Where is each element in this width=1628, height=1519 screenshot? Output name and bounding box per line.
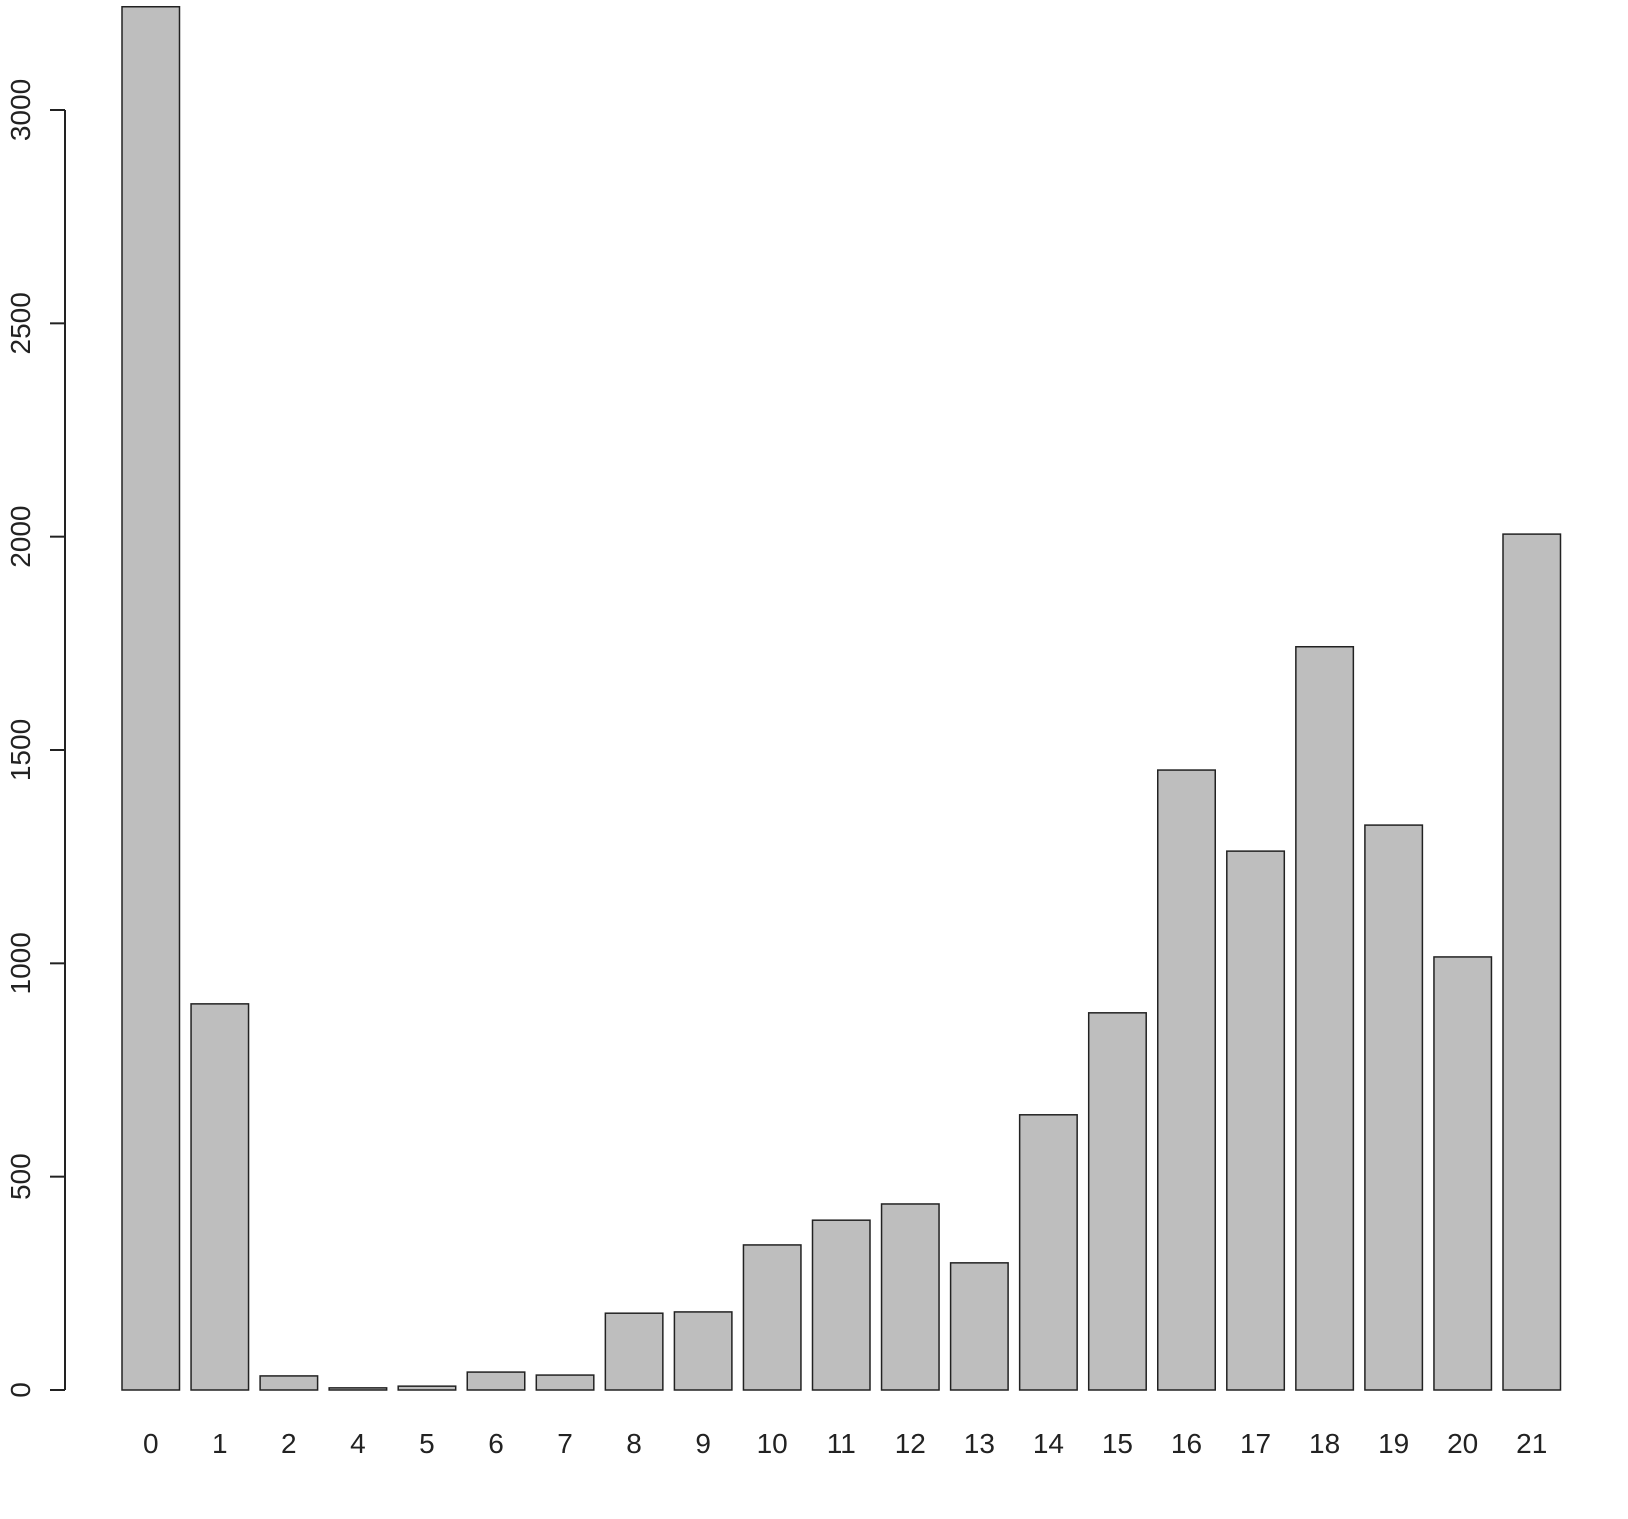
x-tick-label: 14 [1033,1428,1064,1459]
bar-18 [1295,645,1355,1391]
x-tick-label: 6 [488,1428,504,1459]
x-tick-label: 16 [1171,1428,1202,1459]
x-tick-label: 1 [212,1428,228,1459]
bar-7 [535,1374,595,1391]
bar-9 [673,1311,733,1391]
x-tick-label: 15 [1102,1428,1133,1459]
x-tick-label: 9 [695,1428,711,1459]
y-tick-label: 1500 [5,719,36,781]
x-tick-label: 19 [1378,1428,1409,1459]
x-tick-label: 4 [350,1428,366,1459]
y-tick-label: 2500 [5,292,36,354]
x-tick-label: 0 [143,1428,159,1459]
bar-10 [742,1244,802,1391]
y-tick-label: 2000 [5,506,36,568]
x-tick-label: 7 [557,1428,573,1459]
bar-5 [397,1385,457,1391]
bar-8 [604,1312,664,1391]
x-tick-label: 12 [895,1428,926,1459]
x-tick-label: 5 [419,1428,435,1459]
bar-15 [1087,1012,1147,1391]
x-tick-label: 8 [626,1428,642,1459]
bar-1 [190,1003,250,1391]
bar-6 [466,1371,526,1391]
bar-21 [1502,533,1562,1391]
bar-14 [1018,1114,1078,1391]
bar-0 [121,5,181,1391]
x-tick-label: 13 [964,1428,995,1459]
x-tick-label: 17 [1240,1428,1271,1459]
bar-17 [1226,850,1286,1391]
bar-11 [811,1219,871,1391]
x-tick-label: 20 [1447,1428,1478,1459]
bar-20 [1433,956,1493,1391]
bar-12 [880,1203,940,1391]
x-tick-label: 2 [281,1428,297,1459]
bar-13 [949,1262,1009,1391]
y-tick-label: 0 [5,1382,36,1398]
x-tick-label: 11 [827,1428,856,1459]
y-tick-label: 3000 [5,79,36,141]
y-tick-label: 1000 [5,932,36,994]
bar-4 [328,1387,388,1391]
x-tick-label: 10 [757,1428,788,1459]
x-tick-label: 21 [1516,1428,1547,1459]
bar-16 [1157,769,1216,1391]
x-tick-label: 18 [1309,1428,1340,1459]
bar-19 [1364,824,1424,1391]
y-tick-label: 500 [5,1153,36,1200]
bar-2 [259,1375,319,1391]
